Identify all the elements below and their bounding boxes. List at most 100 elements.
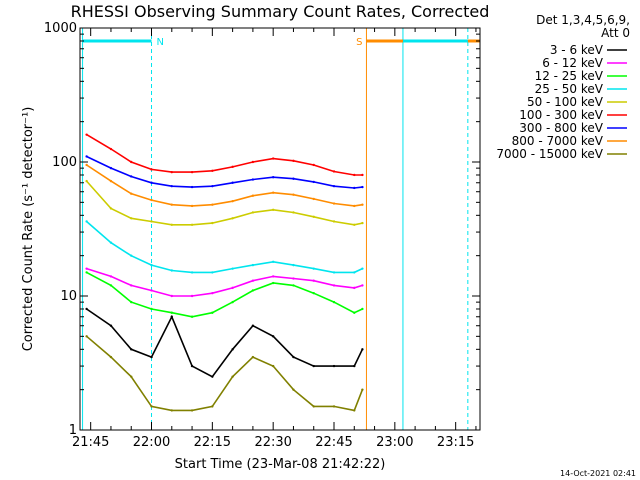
data-point xyxy=(361,284,364,287)
series-line xyxy=(86,155,363,189)
data-point xyxy=(85,307,88,311)
data-point xyxy=(190,223,194,226)
flag-label: N xyxy=(157,37,164,48)
legend-entry-label: 50 - 100 keV xyxy=(527,95,604,109)
data-point xyxy=(170,170,173,174)
y-tick-label: 10 xyxy=(60,289,77,304)
data-point xyxy=(190,315,194,318)
data-point xyxy=(312,279,315,282)
data-point xyxy=(361,267,364,270)
legend-entry-label: 100 - 300 keV xyxy=(519,108,603,122)
data-point xyxy=(251,324,255,327)
data-point xyxy=(292,193,295,196)
data-point xyxy=(251,289,255,292)
data-point xyxy=(170,223,173,226)
data-point xyxy=(271,335,275,338)
data-point xyxy=(190,185,194,189)
x-tick-label: 22:00 xyxy=(133,435,170,450)
data-point xyxy=(130,375,133,378)
data-point xyxy=(109,324,113,327)
data-point xyxy=(109,207,113,210)
data-point xyxy=(190,364,194,368)
series-line xyxy=(86,271,363,318)
data-point xyxy=(130,300,133,304)
data-point xyxy=(353,286,356,290)
data-point xyxy=(332,284,336,287)
data-point xyxy=(271,260,275,263)
data-point xyxy=(231,199,234,203)
legend-header-attenuator: Att 0 xyxy=(601,26,630,40)
data-point xyxy=(353,186,356,190)
data-point xyxy=(231,267,234,270)
data-point xyxy=(150,168,153,171)
y-axis-ticks: 1 10 100 1000 xyxy=(44,21,480,438)
plot-frame xyxy=(79,27,481,431)
data-point xyxy=(251,279,255,282)
data-point xyxy=(211,184,214,188)
data-point xyxy=(361,388,364,391)
x-tick-label: 23:00 xyxy=(376,435,413,450)
data-point xyxy=(332,271,336,274)
data-point xyxy=(170,311,173,314)
data-point xyxy=(211,375,214,378)
x-tick-label: 22:30 xyxy=(254,435,291,450)
data-point xyxy=(109,166,113,170)
data-point xyxy=(271,364,275,368)
data-point xyxy=(332,364,336,368)
time-markers xyxy=(82,28,469,430)
data-point xyxy=(190,271,194,274)
data-point xyxy=(292,263,295,267)
data-point xyxy=(353,364,356,368)
data-point xyxy=(353,204,356,208)
data-point xyxy=(251,160,255,164)
data-point xyxy=(170,184,173,188)
legend-entry-label: 800 - 7000 keV xyxy=(512,134,604,148)
data-point xyxy=(332,220,336,223)
data-point xyxy=(292,284,295,287)
data-point xyxy=(312,364,315,368)
y-tick-label: 1 xyxy=(69,423,77,438)
data-point xyxy=(251,263,255,267)
x-tick-label: 22:15 xyxy=(194,435,231,450)
legend-entry-label: 3 - 6 keV xyxy=(550,43,604,57)
data-point xyxy=(353,173,356,177)
data-point xyxy=(292,177,295,180)
data-point xyxy=(150,355,153,359)
footer-date: 14-Oct-2021 02:41 xyxy=(560,469,636,478)
y-tick-label: 1000 xyxy=(44,21,77,36)
legend-entry-label: 12 - 25 keV xyxy=(535,69,604,83)
x-axis-label: Start Time (23-Mar-08 21:42:22) xyxy=(175,457,386,472)
data-point xyxy=(231,286,234,290)
data-point xyxy=(85,267,88,270)
data-point xyxy=(130,175,133,178)
data-point xyxy=(231,181,234,184)
data-point xyxy=(231,348,234,351)
data-point xyxy=(85,163,88,167)
data-point xyxy=(312,197,315,201)
data-point xyxy=(211,311,214,314)
data-point xyxy=(271,191,275,194)
data-point xyxy=(130,217,133,220)
data-point xyxy=(85,179,88,183)
data-point xyxy=(170,269,173,272)
data-point xyxy=(150,289,153,292)
y-axis-label: Corrected Count Rate (s⁻¹ detector⁻¹) xyxy=(21,107,36,352)
series-line xyxy=(86,164,363,207)
data-point xyxy=(251,211,255,214)
data-point xyxy=(130,254,133,257)
data-point xyxy=(130,192,133,195)
x-axis-ticks: 21:45 22:00 22:15 22:30 22:45 23:00 23:15 xyxy=(72,28,477,450)
data-point xyxy=(332,405,336,408)
x-tick-label: 23:15 xyxy=(437,435,474,450)
series-line xyxy=(86,308,364,378)
data-point xyxy=(332,184,336,188)
data-point xyxy=(312,215,315,218)
x-tick-label: 21:45 xyxy=(72,435,109,450)
data-point xyxy=(109,275,113,278)
data-point xyxy=(190,170,194,174)
data-point xyxy=(353,223,356,226)
data-point xyxy=(211,271,214,274)
data-point xyxy=(109,179,113,183)
data-point xyxy=(361,203,364,206)
